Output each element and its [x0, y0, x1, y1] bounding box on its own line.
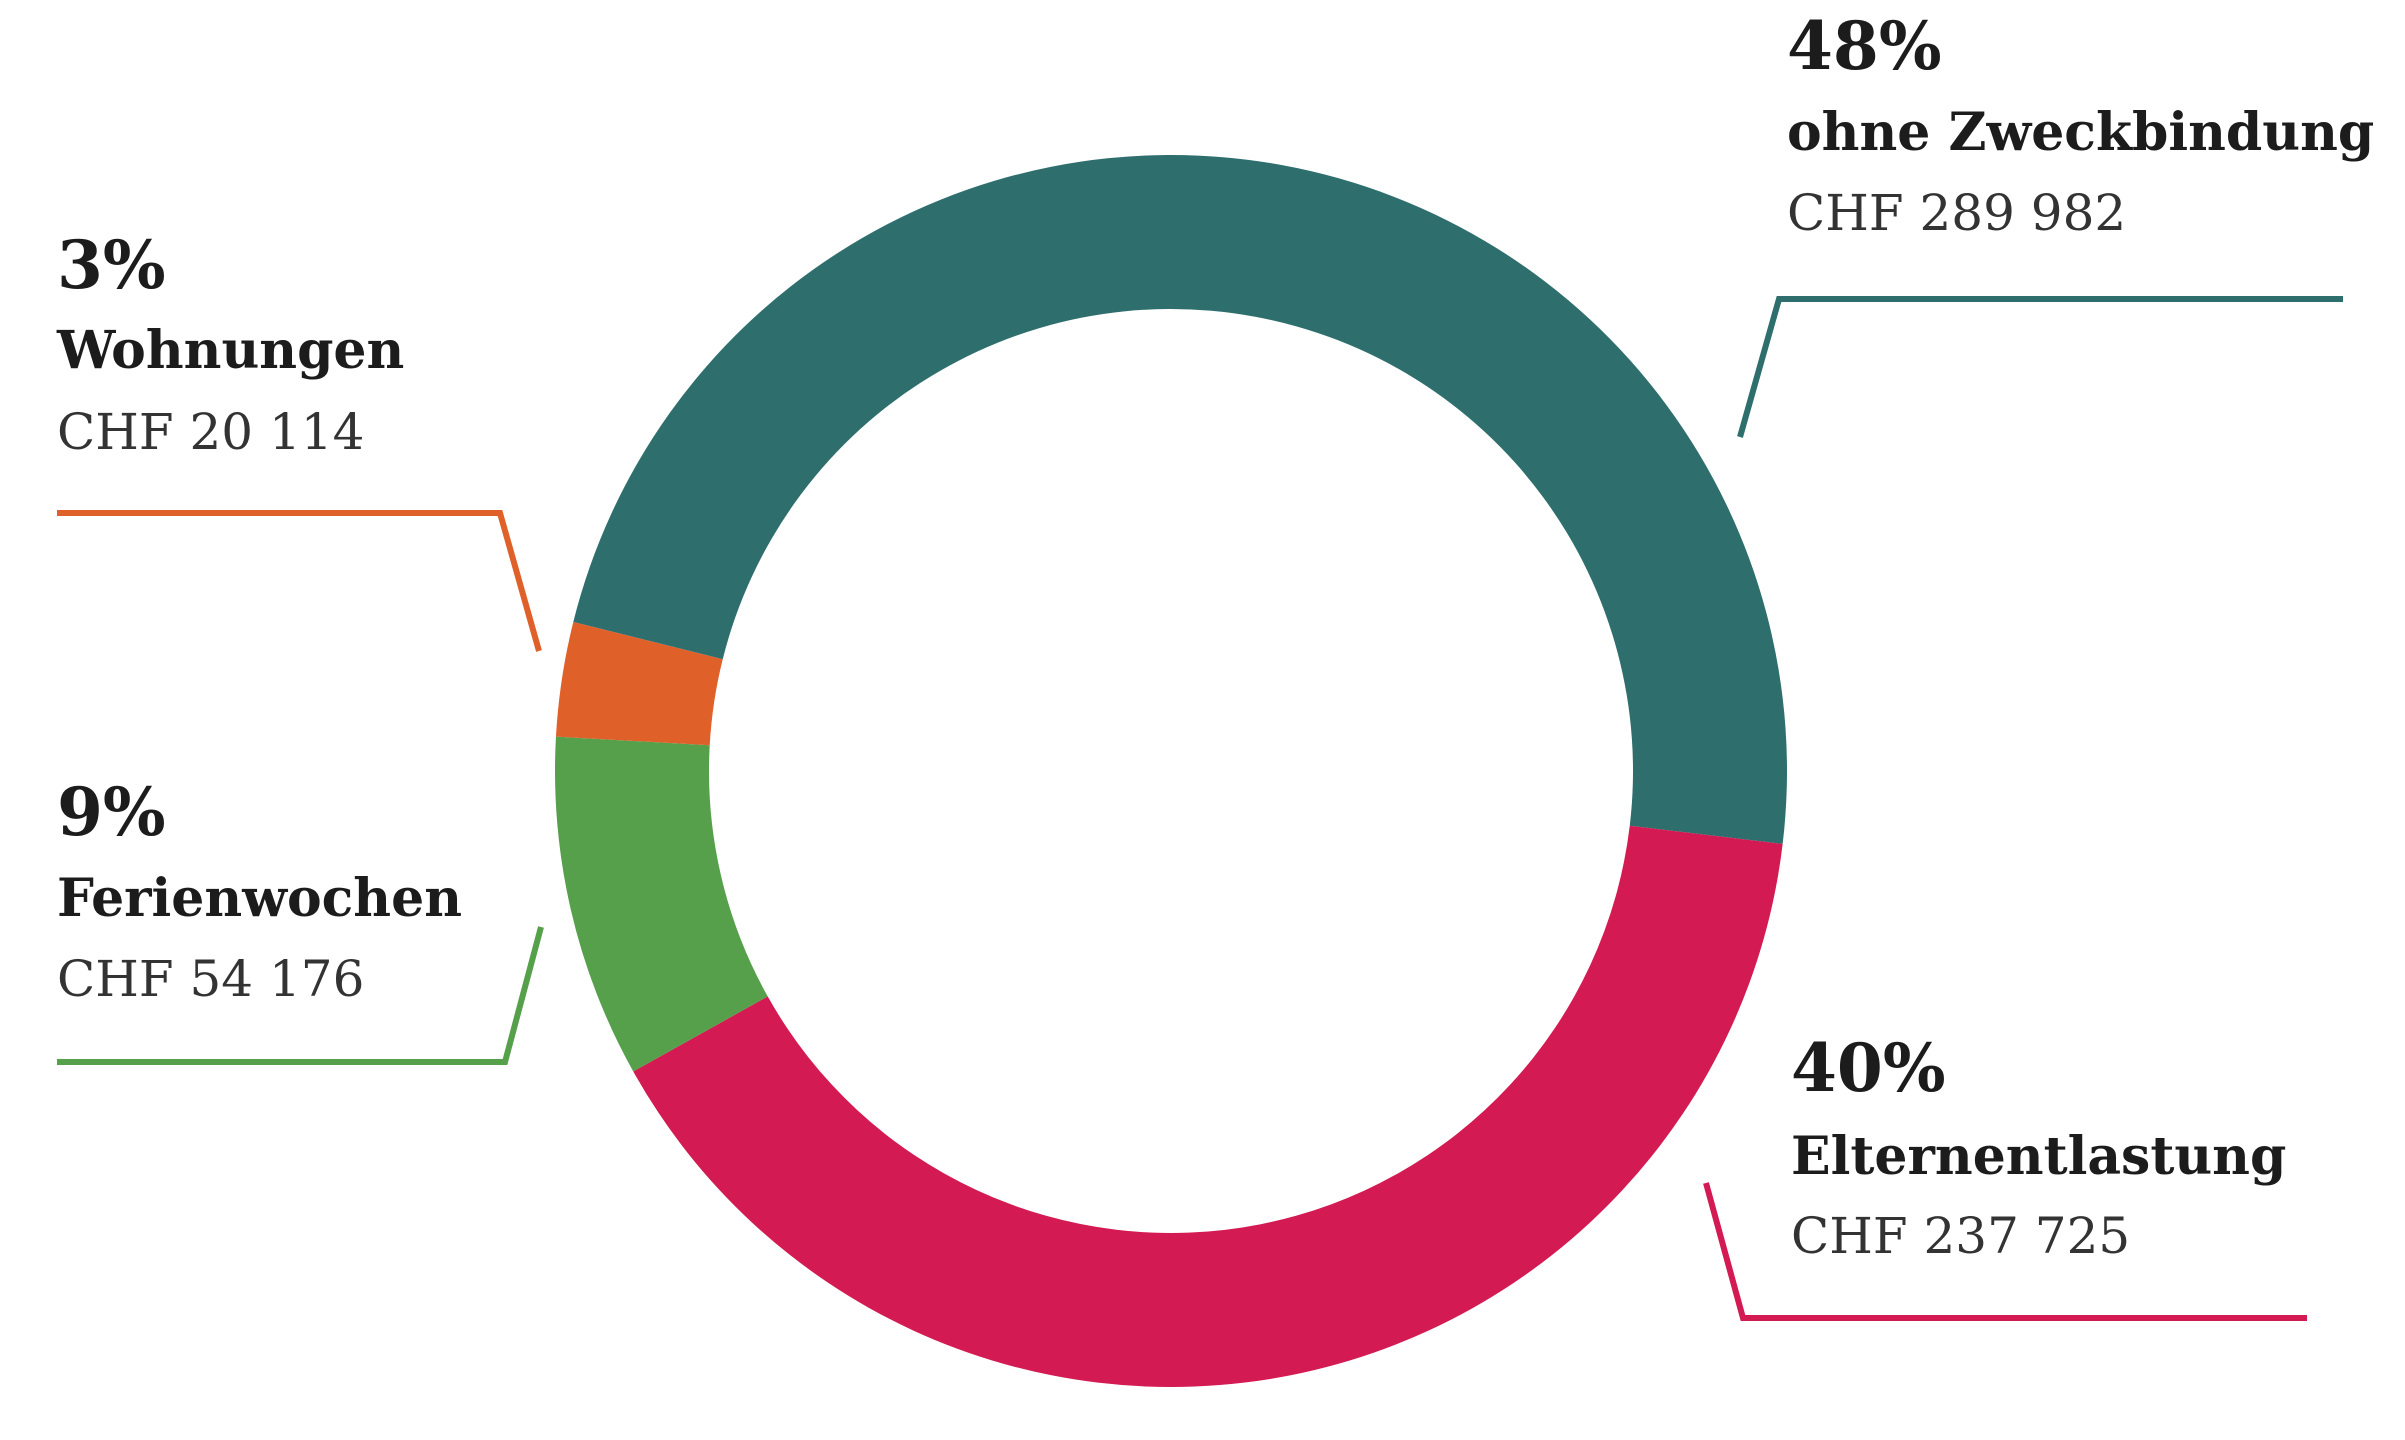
amount-label: CHF 289 982	[1787, 184, 2126, 242]
category-label: Wohnungen	[56, 320, 404, 381]
percent-label: 9%	[57, 773, 166, 851]
percent-label: 40%	[1791, 1029, 1946, 1107]
category-label: Ferienwochen	[57, 868, 462, 929]
leader-line	[57, 510, 542, 652]
leader-line	[1703, 1182, 2307, 1321]
amount-label: CHF 54 176	[57, 950, 364, 1008]
donut-segment	[555, 736, 768, 1072]
category-label: ohne Zweckbindung	[1787, 102, 2374, 163]
donut-segment	[573, 155, 1787, 844]
percent-label: 3%	[57, 226, 166, 304]
amount-label: CHF 20 114	[57, 403, 364, 461]
donut-segment	[633, 825, 1783, 1387]
percent-label: 48%	[1787, 7, 1942, 85]
leader-line	[57, 926, 544, 1065]
donut-segment	[555, 621, 723, 746]
category-label: Elternentlastung	[1791, 1126, 2286, 1187]
leader-line	[1737, 296, 2343, 438]
amount-label: CHF 237 725	[1791, 1207, 2130, 1265]
